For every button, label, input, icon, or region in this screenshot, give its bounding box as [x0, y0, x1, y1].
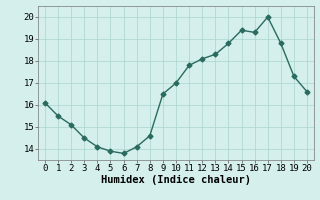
X-axis label: Humidex (Indice chaleur): Humidex (Indice chaleur) — [101, 175, 251, 185]
